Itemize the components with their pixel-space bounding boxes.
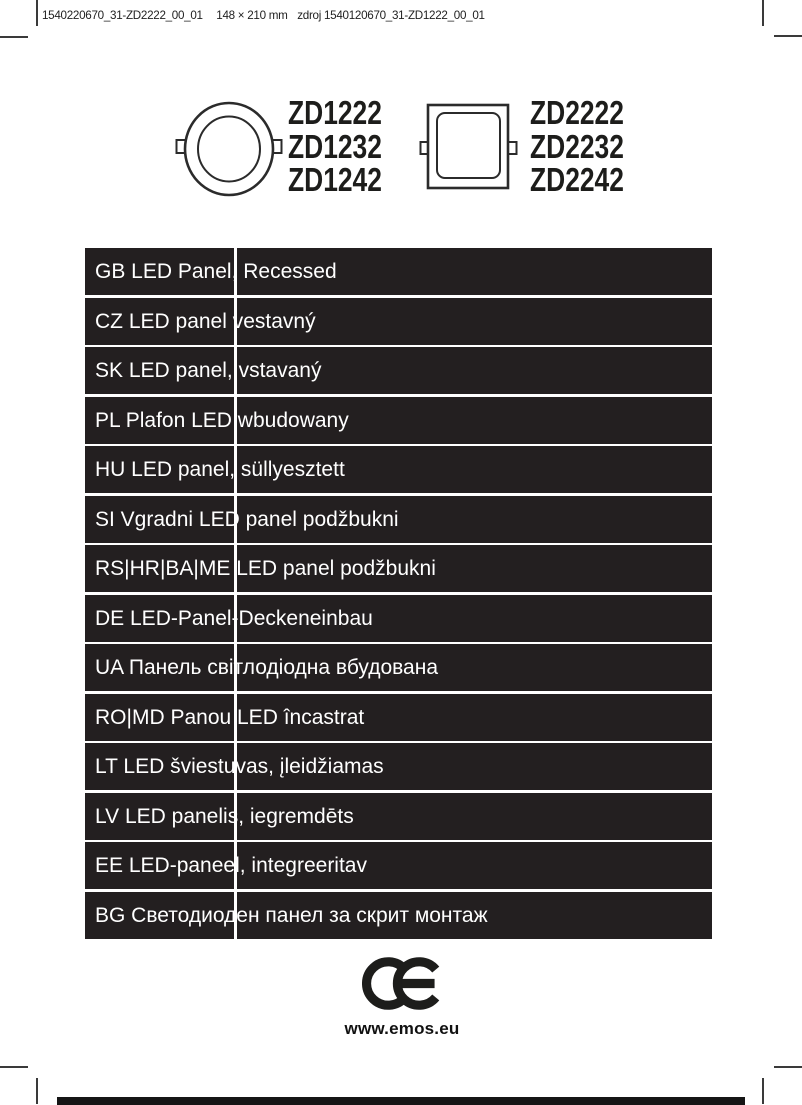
crop-mark-top-left-vertical bbox=[36, 0, 38, 26]
bottom-fold-bar bbox=[57, 1097, 745, 1105]
column-divider bbox=[234, 842, 237, 889]
column-divider bbox=[234, 743, 237, 790]
round-panel-figure bbox=[170, 98, 292, 206]
column-divider bbox=[234, 396, 237, 444]
website-url: www.emos.eu bbox=[344, 1019, 460, 1038]
page-dimensions: 148 × 210 mm bbox=[216, 8, 288, 22]
model-number: ZD1232 bbox=[288, 127, 382, 165]
document-id: 1540220670_31-ZD2222_00_01 bbox=[42, 8, 203, 22]
column-divider bbox=[234, 545, 237, 592]
column-divider bbox=[234, 792, 237, 840]
square-panel-figure bbox=[415, 98, 537, 206]
ce-mark-icon bbox=[361, 957, 440, 1010]
table-row: SK LED panel, vstavaný bbox=[85, 347, 712, 394]
model-number: ZD2222 bbox=[530, 94, 624, 131]
table-row: SI Vgradni LED panel podžbukni bbox=[85, 495, 712, 543]
language-table: GB LED Panel, Recessed CZ LED panel vesta… bbox=[85, 248, 712, 941]
table-row: LV LED panelis, iegremdēts bbox=[85, 792, 712, 840]
table-row: GB LED Panel, Recessed bbox=[85, 248, 712, 295]
crop-mark-bottom-left-horizontal bbox=[0, 1066, 28, 1068]
table-row-label: RS|HR|BA|ME LED panel podžbukni bbox=[95, 557, 436, 580]
table-row: HU LED panel, süllyesztett bbox=[85, 446, 712, 493]
table-row: PL Plafon LED wbudowany bbox=[85, 396, 712, 444]
table-row-label: LT LED šviestuvas, įleidžiamas bbox=[95, 755, 384, 778]
file-info-line: 1540220670_31-ZD2222_00_01 148 × 210 mm zd… bbox=[42, 8, 485, 22]
crop-mark-bottom-right-horizontal bbox=[774, 1066, 802, 1068]
table-row: BG Светодиоден панел за скрит монтаж bbox=[85, 891, 712, 939]
column-divider bbox=[234, 693, 237, 741]
model-number: ZD2232 bbox=[530, 127, 624, 165]
table-row-label: EE LED-paneel, integreeritav bbox=[95, 854, 367, 877]
column-divider bbox=[234, 347, 237, 394]
column-divider bbox=[234, 891, 237, 939]
table-row-label: DE LED-Panel-Deckeneinbau bbox=[95, 606, 373, 630]
table-row: RS|HR|BA|ME LED panel podžbukni bbox=[85, 545, 712, 592]
table-row-label: UA Панель світлодіодна вбудована bbox=[95, 656, 439, 679]
crop-mark-bottom-left-vertical bbox=[36, 1078, 38, 1104]
table-row-label: CZ LED panel vestavný bbox=[95, 309, 316, 333]
round-recessed-panel-icon bbox=[175, 101, 283, 197]
column-divider bbox=[234, 644, 237, 691]
table-row-label: PL Plafon LED wbudowany bbox=[95, 408, 349, 432]
model-number: ZD1222 bbox=[288, 94, 382, 131]
round-model-list: ZD1222 ZD1232 ZD1242 bbox=[288, 96, 382, 197]
table-row: UA Панель світлодіодна вбудована bbox=[85, 644, 712, 691]
table-row-label: GB LED Panel, Recessed bbox=[95, 260, 337, 283]
table-row: LT LED šviestuvas, įleidžiamas bbox=[85, 743, 712, 790]
source-file-reference: zdroj 1540120670_31-ZD1222_00_01 bbox=[297, 8, 485, 22]
table-row: RO|MD Panou LED încastrat bbox=[85, 693, 712, 741]
column-divider bbox=[234, 594, 237, 642]
column-divider bbox=[234, 446, 237, 493]
model-number: ZD2242 bbox=[530, 161, 624, 198]
table-row-label: SK LED panel, vstavaný bbox=[95, 359, 322, 382]
table-row-label: HU LED panel, süllyesztett bbox=[95, 458, 345, 481]
table-row: EE LED-paneel, integreeritav bbox=[85, 842, 712, 889]
crop-mark-bottom-right-vertical bbox=[762, 1078, 764, 1104]
table-row-label: SI Vgradni LED panel podžbukni bbox=[95, 507, 399, 531]
crop-mark-top-left-horizontal bbox=[0, 36, 28, 38]
table-row-label: LV LED panelis, iegremdēts bbox=[95, 804, 354, 828]
column-divider bbox=[234, 248, 237, 295]
table-row-label: RO|MD Panou LED încastrat bbox=[95, 705, 365, 729]
column-divider bbox=[234, 495, 237, 543]
square-model-list: ZD2222 ZD2232 ZD2242 bbox=[530, 96, 624, 197]
model-number: ZD1242 bbox=[288, 161, 382, 198]
table-row-label: BG Светодиоден панел за скрит монтаж bbox=[95, 903, 488, 927]
crop-mark-top-right-horizontal bbox=[774, 35, 802, 37]
crop-mark-top-right-vertical bbox=[762, 0, 764, 26]
table-row: DE LED-Panel-Deckeneinbau bbox=[85, 594, 712, 642]
ce-mark bbox=[361, 957, 442, 1015]
square-recessed-panel-icon bbox=[419, 103, 518, 190]
table-row: CZ LED panel vestavný bbox=[85, 297, 712, 345]
column-divider bbox=[234, 297, 237, 345]
